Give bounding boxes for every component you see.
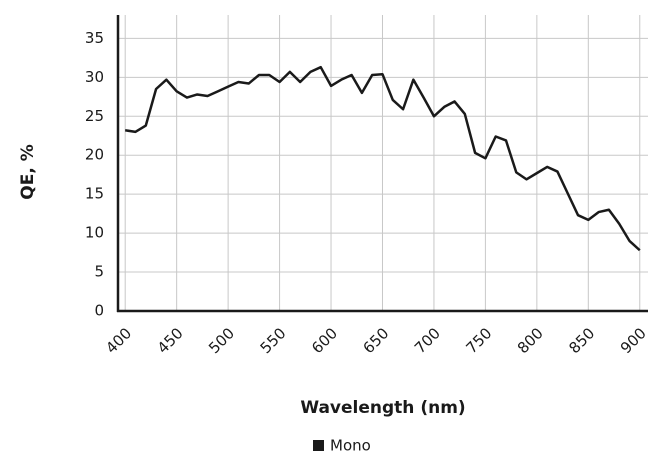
x-tick-label: 900 — [617, 324, 649, 357]
x-tick-label: 850 — [565, 324, 598, 357]
x-tick-label: 400 — [102, 324, 135, 357]
x-tick-label: 650 — [360, 324, 393, 357]
y-tick-label: 20 — [85, 146, 104, 164]
x-tick-label: 600 — [308, 324, 341, 357]
y-tick-label: 0 — [94, 302, 104, 320]
y-tick-label: 15 — [85, 185, 104, 203]
y-axis-title: QE, % — [18, 144, 38, 199]
y-tick-label: 35 — [85, 29, 104, 47]
x-axis-title: Wavelength (nm) — [300, 398, 465, 418]
legend-swatch — [313, 440, 324, 451]
x-tick-label: 550 — [257, 324, 290, 357]
y-tick-label: 5 — [94, 263, 104, 281]
x-tick-label: 500 — [205, 324, 238, 357]
y-tick-label: 25 — [85, 107, 104, 125]
x-tick-label: 750 — [462, 324, 495, 357]
y-tick-label: 10 — [85, 224, 104, 242]
x-tick-label: 800 — [514, 324, 547, 357]
data-line — [125, 65, 641, 252]
x-tick-label: 450 — [154, 324, 187, 357]
legend-label: Mono — [330, 437, 371, 455]
y-tick-label: 30 — [85, 68, 104, 86]
x-tick-label: 700 — [411, 324, 444, 357]
